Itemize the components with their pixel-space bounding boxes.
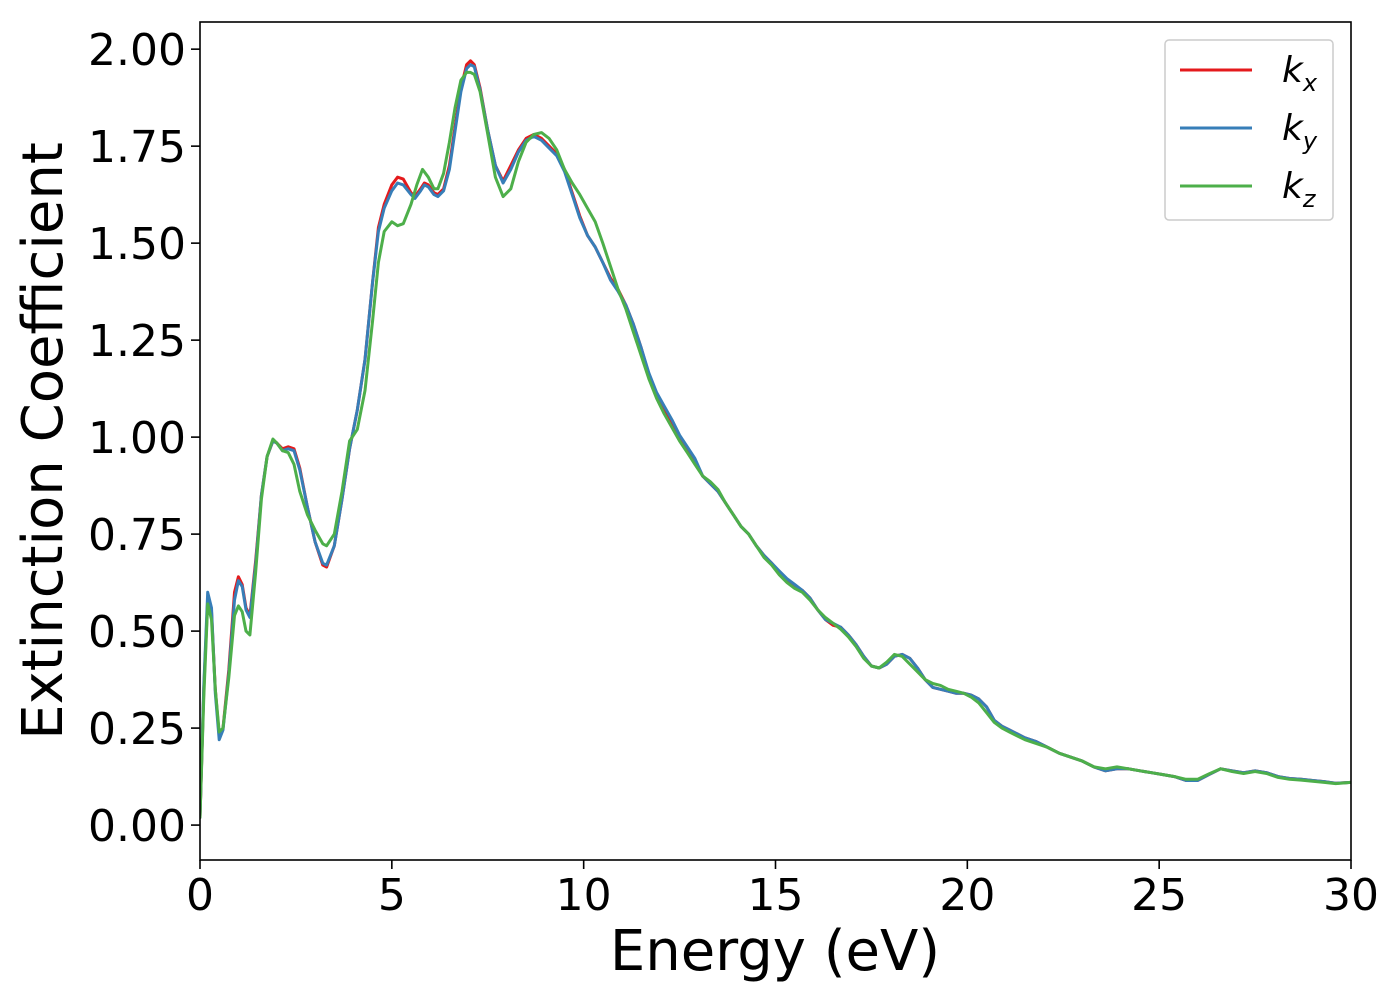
x-tick-label: 10 <box>556 870 612 921</box>
series-line-z <box>200 70 1351 819</box>
y-axis: 0.00 0.25 0.50 0.75 1.00 1.25 1.50 1.75 2.00 <box>88 25 200 852</box>
y-tick-label: 0.50 <box>88 607 186 658</box>
legend-label-x: kx <box>1282 50 1318 97</box>
x-tick-label: 5 <box>378 870 406 921</box>
y-axis-title: Extinction Coefficient <box>11 142 76 740</box>
x-tick-label: 0 <box>186 870 214 921</box>
legend: kx ky kz <box>1164 39 1334 221</box>
y-tick-label: 1.50 <box>88 219 186 270</box>
y-tick-label: 0.75 <box>88 510 186 561</box>
x-axis: 0 5 10 15 20 25 30 <box>186 860 1379 921</box>
legend-box <box>1164 39 1334 221</box>
y-tick-label: 1.00 <box>88 413 186 464</box>
legend-label-z: kz <box>1282 166 1317 213</box>
series-layer <box>200 59 1351 819</box>
x-tick-label: 15 <box>748 870 804 921</box>
y-tick-label: 1.25 <box>88 316 186 367</box>
y-tick-label: 0.00 <box>88 801 186 852</box>
y-tick-label: 1.75 <box>88 122 186 173</box>
x-tick-label: 20 <box>939 870 995 921</box>
x-tick-label: 30 <box>1323 870 1379 921</box>
x-tick-label: 25 <box>1131 870 1187 921</box>
legend-label-y: ky <box>1282 108 1318 155</box>
y-tick-label: 2.00 <box>88 25 186 76</box>
y-tick-label: 0.25 <box>88 704 186 755</box>
x-axis-title: Energy (eV) <box>610 919 940 984</box>
